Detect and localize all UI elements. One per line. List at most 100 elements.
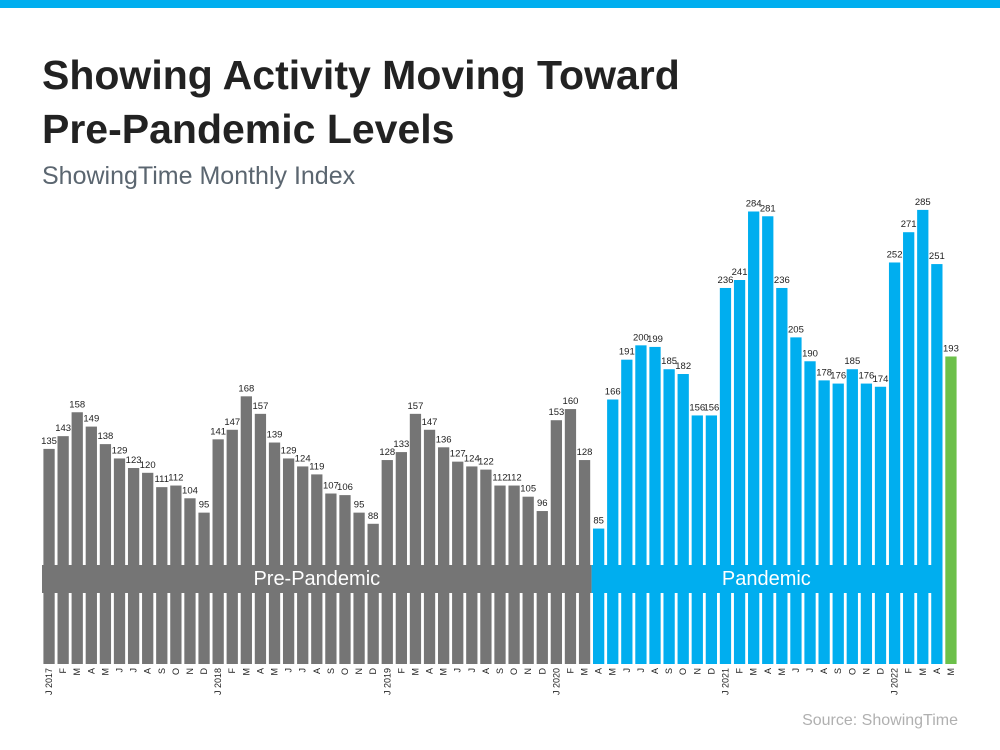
- value-label: 141: [210, 426, 226, 437]
- bar: [846, 369, 858, 664]
- x-tick-label: S: [326, 668, 336, 674]
- x-tick-label: M: [72, 668, 82, 676]
- value-label: 96: [537, 498, 548, 509]
- value-label: 135: [41, 436, 57, 447]
- x-tick-label: A: [425, 668, 435, 674]
- bar: [649, 346, 661, 664]
- value-label: 157: [253, 401, 269, 412]
- value-label: 95: [354, 500, 365, 511]
- x-tick-label: F: [396, 668, 406, 674]
- x-tick-label: D: [706, 668, 716, 675]
- value-label: 138: [97, 431, 113, 442]
- bar: [874, 386, 887, 664]
- x-tick-label: M: [241, 668, 251, 676]
- value-label: 241: [732, 267, 748, 278]
- x-tick-label: N: [861, 668, 871, 675]
- value-label: 176: [830, 371, 846, 382]
- bar: [818, 380, 830, 664]
- value-label: 193: [943, 343, 959, 354]
- value-label: 139: [267, 430, 283, 441]
- value-label: 200: [633, 332, 649, 343]
- x-tick-label: M: [946, 668, 956, 676]
- bar: [903, 232, 915, 664]
- value-label: 111: [155, 474, 169, 485]
- x-tick-label: O: [340, 668, 350, 675]
- value-label: 281: [760, 203, 776, 214]
- bar: [113, 458, 126, 664]
- bar: [409, 413, 422, 664]
- x-tick-label: J 2019: [382, 668, 392, 695]
- value-label: 178: [816, 367, 832, 378]
- x-tick-label: A: [481, 668, 491, 674]
- value-label: 156: [689, 402, 705, 413]
- x-tick-label: O: [847, 668, 857, 675]
- bar: [282, 458, 295, 664]
- value-label: 174: [873, 374, 889, 385]
- bar: [888, 262, 901, 664]
- bar: [212, 439, 224, 664]
- x-tick-label: J 2018: [213, 668, 223, 695]
- bar: [99, 444, 112, 664]
- value-label: 251: [929, 251, 945, 262]
- value-label: 176: [858, 371, 874, 382]
- value-label: 153: [548, 407, 564, 418]
- bar: [367, 523, 379, 664]
- x-tick-label: M: [580, 668, 590, 676]
- x-tick-label: A: [763, 668, 773, 674]
- value-label: 122: [478, 457, 494, 468]
- bar: [57, 436, 69, 664]
- x-tick-label: J: [805, 668, 815, 673]
- value-label: 149: [83, 414, 99, 425]
- value-label: 112: [507, 473, 522, 484]
- bar: [931, 264, 943, 664]
- x-tick-label: F: [904, 668, 914, 674]
- value-label: 133: [393, 439, 409, 450]
- x-tick-label: J: [467, 668, 477, 673]
- bar: [762, 216, 774, 665]
- period-label: Pandemic: [722, 568, 811, 590]
- value-label: 105: [520, 484, 536, 495]
- x-tick-label: A: [932, 668, 942, 674]
- value-label: 124: [464, 453, 480, 464]
- value-label: 112: [492, 473, 507, 484]
- x-tick-label: J 2017: [44, 668, 54, 695]
- value-label: 236: [774, 275, 790, 286]
- chart: 135 J 2017 143 F 158 M 149 A 138 M 129 J 123 J 120 A 111…: [41, 197, 959, 695]
- value-label: 123: [126, 455, 142, 466]
- value-label: 119: [309, 461, 324, 472]
- x-tick-label: D: [537, 668, 547, 675]
- value-label: 191: [619, 347, 635, 358]
- x-tick-label: M: [777, 668, 787, 676]
- x-tick-label: N: [354, 668, 364, 675]
- value-label: 147: [224, 417, 240, 428]
- value-label: 112: [168, 473, 183, 484]
- x-tick-label: J: [129, 668, 139, 673]
- value-label: 88: [368, 511, 379, 522]
- bar: [395, 452, 407, 664]
- value-label: 252: [887, 249, 903, 260]
- x-tick-label: D: [368, 668, 378, 675]
- x-tick-label: A: [594, 668, 604, 674]
- bar: [945, 356, 957, 664]
- x-tick-label: J: [622, 668, 632, 673]
- bar: [663, 369, 675, 664]
- x-tick-label: N: [692, 668, 702, 675]
- source-note: Source: ShowingTime: [802, 712, 958, 729]
- x-tick-label: J 2022: [890, 668, 900, 695]
- x-tick-label: M: [749, 668, 759, 676]
- x-tick-label: N: [185, 668, 195, 675]
- bar: [85, 426, 97, 664]
- bar: [733, 280, 746, 664]
- x-tick-label: J 2021: [720, 668, 730, 695]
- value-label: 120: [140, 460, 156, 471]
- bar: [776, 287, 788, 664]
- value-label: 271: [901, 219, 917, 230]
- value-label: 129: [112, 445, 128, 456]
- bar: [268, 442, 281, 664]
- bar: [240, 396, 252, 664]
- bar: [607, 399, 619, 664]
- bar: [790, 337, 802, 664]
- bar: [254, 413, 267, 664]
- value-label: 166: [605, 387, 621, 398]
